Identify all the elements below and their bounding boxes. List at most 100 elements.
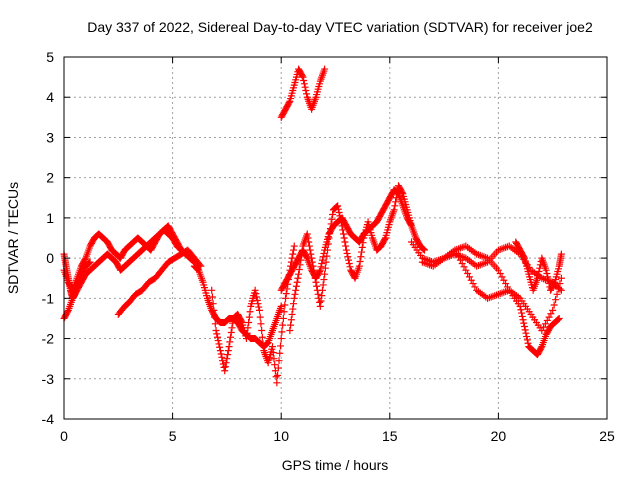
data-point bbox=[273, 379, 281, 387]
data-point bbox=[460, 263, 468, 271]
data-point bbox=[286, 327, 294, 335]
data-point bbox=[550, 301, 558, 309]
data-point bbox=[209, 300, 217, 308]
data-point bbox=[339, 226, 347, 234]
data-point bbox=[301, 83, 309, 91]
data-point bbox=[213, 330, 221, 338]
data-point bbox=[290, 294, 298, 302]
y-tick-label: -2 bbox=[42, 331, 55, 347]
data-point bbox=[503, 283, 511, 291]
data-point bbox=[471, 283, 479, 291]
data-point bbox=[543, 316, 551, 324]
data-point bbox=[324, 240, 332, 248]
y-tick-label: 5 bbox=[46, 49, 54, 65]
data-point bbox=[277, 302, 285, 310]
series-track-m bbox=[512, 238, 565, 294]
data-point bbox=[253, 296, 261, 304]
data-point bbox=[390, 206, 398, 214]
chart-title: Day 337 of 2022, Sidereal Day-to-day VTE… bbox=[87, 19, 593, 35]
y-tick-label: 1 bbox=[46, 210, 54, 226]
data-point bbox=[222, 359, 230, 367]
data-point bbox=[543, 270, 551, 278]
data-point bbox=[524, 339, 532, 347]
data-point bbox=[553, 290, 561, 298]
data-point bbox=[496, 270, 504, 278]
data-point bbox=[517, 306, 525, 314]
data-point bbox=[318, 256, 326, 264]
data-point bbox=[297, 251, 305, 259]
data-point bbox=[313, 282, 321, 290]
data-point bbox=[392, 194, 400, 202]
data-point bbox=[554, 315, 562, 323]
series-track-i bbox=[277, 65, 329, 121]
data-point bbox=[289, 305, 297, 313]
data-point bbox=[225, 343, 233, 351]
data-point bbox=[421, 246, 429, 254]
data-point bbox=[208, 293, 216, 301]
data-point bbox=[303, 230, 311, 238]
data-point bbox=[325, 234, 333, 242]
data-point bbox=[337, 215, 345, 223]
x-tick-label: 20 bbox=[491, 428, 507, 444]
data-point bbox=[336, 212, 344, 220]
data-point bbox=[420, 245, 428, 253]
data-point bbox=[290, 300, 298, 308]
data-point bbox=[550, 280, 558, 288]
y-tick-label: 2 bbox=[46, 170, 54, 186]
data-point bbox=[245, 313, 253, 321]
data-point bbox=[258, 333, 266, 341]
data-point bbox=[547, 310, 555, 318]
data-point bbox=[291, 290, 299, 298]
y-tick-labels: -4 -3 -2 -1 0 1 2 3 4 5 bbox=[42, 49, 55, 427]
data-point bbox=[518, 309, 526, 317]
data-point bbox=[208, 286, 216, 294]
x-tick-label: 25 bbox=[599, 428, 615, 444]
data-point bbox=[253, 293, 261, 301]
data-point bbox=[212, 327, 220, 335]
data-point bbox=[318, 259, 326, 267]
data-point bbox=[302, 87, 310, 95]
data-point bbox=[277, 335, 285, 343]
data-point bbox=[341, 238, 349, 246]
data-point bbox=[419, 245, 427, 253]
data-point bbox=[282, 290, 290, 298]
data-point bbox=[321, 264, 329, 272]
data-point bbox=[502, 280, 510, 288]
data-point bbox=[356, 257, 364, 265]
data-point bbox=[288, 254, 296, 262]
data-point bbox=[557, 274, 565, 282]
data-point bbox=[312, 278, 320, 286]
data-point bbox=[544, 276, 552, 284]
data-point bbox=[326, 225, 334, 233]
data-point bbox=[224, 351, 232, 359]
data-point bbox=[327, 220, 335, 228]
data-point bbox=[342, 242, 350, 250]
data-point bbox=[269, 349, 277, 357]
data-point bbox=[545, 313, 553, 321]
data-point bbox=[346, 263, 354, 271]
data-point bbox=[276, 349, 284, 357]
data-point bbox=[228, 324, 236, 332]
data-point bbox=[288, 310, 296, 318]
data-point bbox=[251, 286, 259, 294]
x-tick-labels: 0 5 10 15 20 25 bbox=[60, 428, 615, 444]
data-point bbox=[557, 250, 565, 258]
data-point bbox=[274, 371, 282, 379]
y-axis-label: SDTVAR / TECUs bbox=[5, 182, 21, 294]
data-point bbox=[293, 278, 301, 286]
data-point bbox=[321, 270, 329, 278]
data-point bbox=[292, 286, 300, 294]
data-point bbox=[309, 262, 317, 270]
data-point bbox=[535, 268, 543, 276]
data-point bbox=[289, 250, 297, 258]
data-point bbox=[523, 333, 531, 341]
data-point bbox=[271, 361, 279, 369]
data-point bbox=[245, 318, 253, 326]
data-point bbox=[294, 274, 302, 282]
data-point bbox=[279, 321, 287, 329]
data-point bbox=[311, 274, 319, 282]
data-point bbox=[300, 76, 308, 84]
data-point bbox=[324, 246, 332, 254]
data-point bbox=[398, 188, 406, 196]
